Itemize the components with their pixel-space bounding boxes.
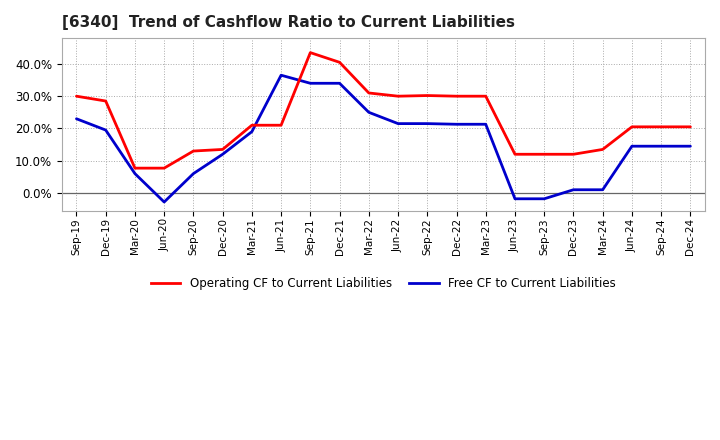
Legend: Operating CF to Current Liabilities, Free CF to Current Liabilities: Operating CF to Current Liabilities, Fre… xyxy=(146,272,621,295)
Text: [6340]  Trend of Cashflow Ratio to Current Liabilities: [6340] Trend of Cashflow Ratio to Curren… xyxy=(62,15,515,30)
